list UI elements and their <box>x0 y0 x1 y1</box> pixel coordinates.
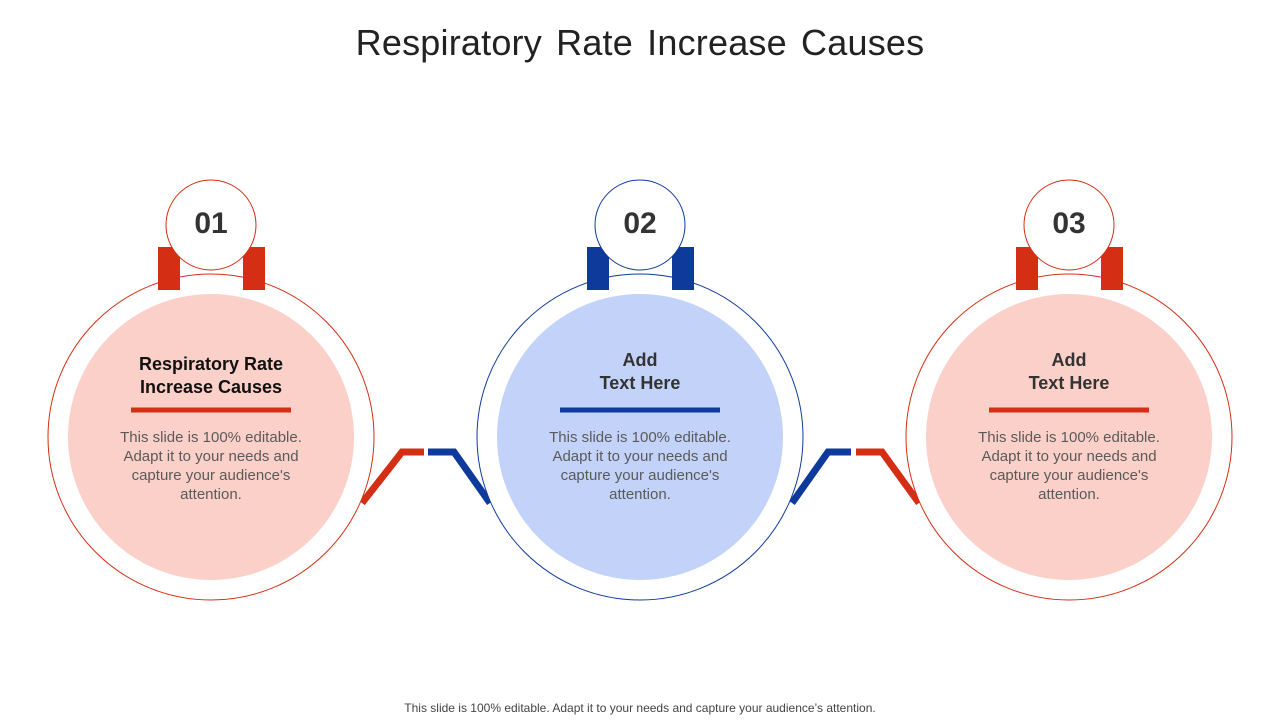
item-1-tab-left <box>158 247 180 290</box>
item-1-heading: Respiratory Rate Increase Causes <box>101 353 321 399</box>
item-2-heading-line2: Text Here <box>599 373 681 393</box>
item-3-body: This slide is 100% editable. Adapt it to… <box>978 429 1160 503</box>
item-1-tab-right <box>243 247 265 290</box>
connector-2a <box>789 448 851 506</box>
item-3-number: 03 <box>1052 207 1086 240</box>
item-2-tab-left <box>587 247 609 290</box>
item-2-body: This slide is 100% editable. Adapt it to… <box>549 429 731 503</box>
item-1-inner-circle <box>68 294 354 580</box>
item-1-graphic <box>47 179 375 601</box>
footer-note: This slide is 100% editable. Adapt it to… <box>404 701 876 715</box>
item-1-heading-line1: Respiratory Rate <box>138 354 284 374</box>
item-1-number-circle <box>165 179 257 271</box>
item-2-number-circle <box>594 179 686 271</box>
item-3-number-circle <box>1023 179 1115 271</box>
item-2-graphic <box>476 179 804 601</box>
item-3-inner-circle <box>926 294 1212 580</box>
item-2-heading: Add Text Here <box>530 349 750 395</box>
item-2-inner-circle <box>497 294 783 580</box>
item-1-number: 01 <box>194 207 228 240</box>
item-3-heading: Add Text Here <box>959 349 1179 395</box>
connector-2b <box>856 448 922 506</box>
item-2-heading-line1: Add <box>622 350 658 370</box>
slide-title: Respiratory Rate Increase Causes <box>355 22 925 63</box>
item-3-graphic <box>905 179 1233 601</box>
connector-1a <box>359 448 424 506</box>
item-2-number: 02 <box>623 207 657 240</box>
connector-1b <box>428 448 493 506</box>
item-2-tab-right <box>672 247 694 290</box>
item-3-tab-right <box>1101 247 1123 290</box>
item-3-heading-line1: Add <box>1051 350 1087 370</box>
item-3-heading-line2: Text Here <box>1028 373 1110 393</box>
item-1-body: This slide is 100% editable. Adapt it to… <box>120 429 302 503</box>
item-1-heading-line2: Increase Causes <box>139 377 283 397</box>
item-3-tab-left <box>1016 247 1038 290</box>
